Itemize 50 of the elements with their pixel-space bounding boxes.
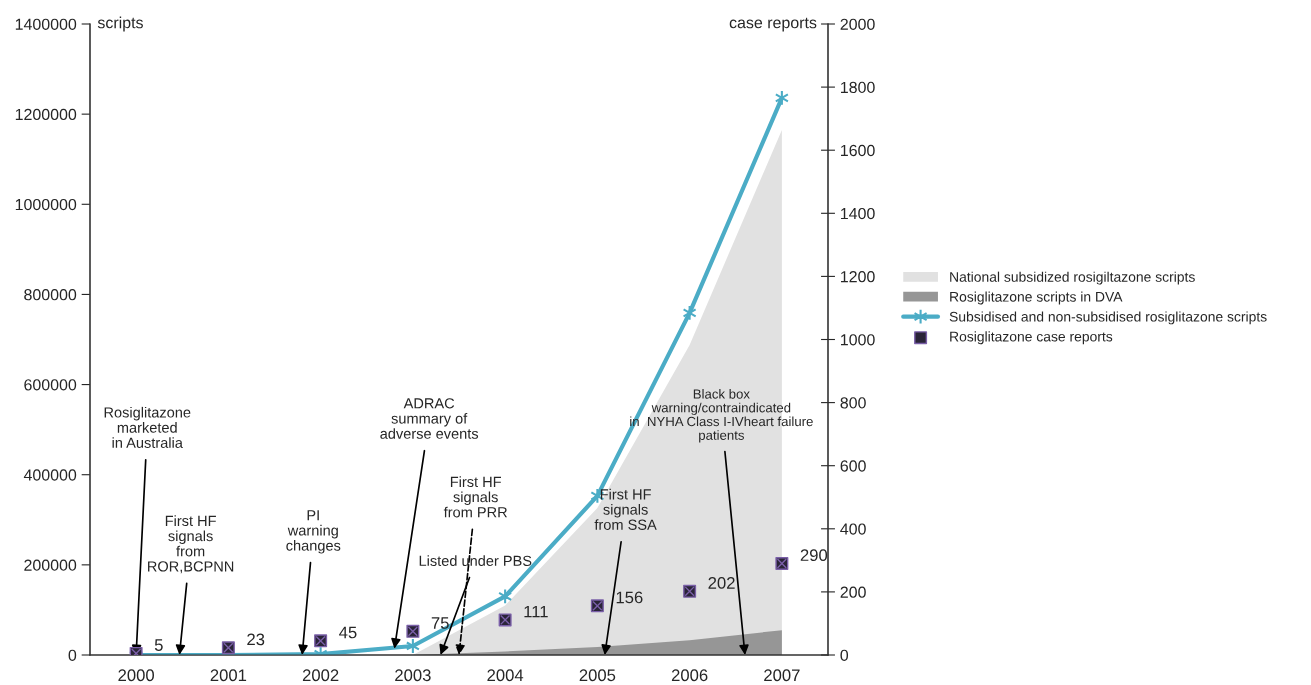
y-tick-label: 400000 — [23, 469, 77, 481]
y2-tick-label: 1400 — [841, 207, 875, 220]
data-label: 23 — [247, 633, 265, 646]
y-axis-title: scripts — [97, 16, 143, 32]
y2-tick-label: 0 — [840, 649, 849, 661]
y-tick-label: 800000 — [24, 289, 77, 301]
annotation: Listed under PBS — [419, 555, 532, 567]
y-tick-label: 0 — [68, 649, 77, 661]
y-tick-label: 1400000 — [15, 18, 77, 30]
x-tick-label: 2002 — [302, 669, 339, 682]
point — [405, 638, 420, 654]
annotation: Rosiglitazone marketed in Australia — [104, 406, 191, 448]
x-tick-label: 2003 — [395, 669, 431, 682]
data-label: 45 — [339, 626, 357, 639]
y2-tick-label: 200 — [840, 586, 866, 598]
annotation: First HF signals from SSA — [594, 488, 657, 530]
x-tick-label: 2004 — [487, 669, 524, 682]
data-label: 156 — [616, 591, 643, 604]
x-tick-label: 2007 — [764, 669, 800, 682]
annotation: ADRAC summary of adverse events — [380, 398, 479, 439]
data-label: 111 — [524, 605, 548, 618]
y-tick-label: 1000000 — [15, 198, 77, 211]
data-label: 202 — [708, 577, 735, 589]
data-label: 5 — [154, 639, 163, 651]
y-tick-label: 200000 — [24, 559, 77, 571]
legend-label: National subsidized rosigiltazone scripts — [950, 271, 1195, 285]
data-label: 290 — [800, 549, 828, 562]
annotation: PI warning changes — [286, 510, 341, 554]
y-tick-label: 600000 — [24, 379, 77, 391]
annotation: First HF signals from ROR,BCPNN — [148, 515, 234, 574]
y2-tick-label: 1800 — [841, 81, 875, 94]
x-tick-label: 2005 — [579, 669, 616, 682]
annotation: Black box warning/contraindicated in NYHA Class I-IVheart failure patients — [630, 389, 813, 443]
y-tick-label: 1200000 — [15, 108, 77, 121]
x-tick-label: 2000 — [118, 669, 155, 682]
legend-label: Rosiglitazone case reports — [950, 331, 1113, 345]
y2-tick-label: 2000 — [840, 18, 875, 30]
y2-tick-label: 400 — [840, 523, 866, 535]
data-label: 75 — [431, 617, 449, 629]
y2-tick-label: 800 — [840, 397, 866, 409]
x-tick-label: 2001 — [210, 669, 247, 682]
annotation: First HF signals from PRR — [443, 476, 507, 518]
legend-label: Rosiglitazone scripts in DVA — [950, 291, 1123, 305]
y2-tick-label: 1200 — [841, 271, 875, 283]
y2-tick-label: 600 — [840, 460, 866, 472]
x-tick-label: 2006 — [671, 669, 708, 682]
y2-tick-label: 1000 — [841, 334, 875, 346]
y2-tick-label: 1600 — [841, 144, 875, 157]
y2-axis-title: case reports — [729, 17, 817, 32]
legend-label: Subsidised and non-subsidised rosiglitazone scripts — [949, 311, 1267, 325]
